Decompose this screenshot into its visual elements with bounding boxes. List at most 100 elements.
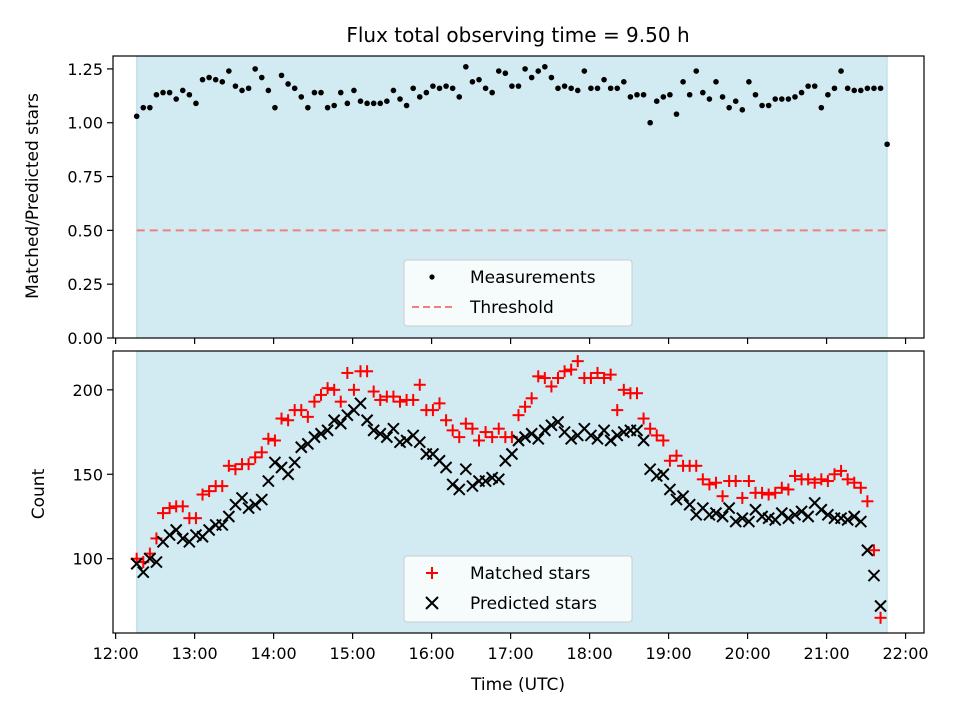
matched-star-point [736,491,749,504]
matched-star-point [571,355,584,368]
predicted-star-point [327,414,341,427]
measurement-point [700,89,706,96]
measurement-point [614,85,621,92]
predicted-star-point [584,429,598,442]
predicted-star-point [637,434,650,447]
predicted-star-point [867,569,881,582]
predicted-star-point [722,501,736,515]
measurement-point [226,68,232,74]
predicted-star-point [446,478,459,491]
measurement-point [634,91,640,98]
matched-star-point [558,365,571,378]
measurement-point [561,83,568,89]
top-legend: Measurements Threshold [403,259,633,327]
predicted-star-point [518,430,532,444]
measurement-point [311,89,318,96]
measurement-point [206,74,212,81]
predicted-star-point [545,419,558,432]
predicted-star-point [314,427,328,440]
matched-star-point [815,473,828,486]
x-tick-label: 16:00 [409,644,455,663]
matched-star-point [874,611,887,624]
bottom-y-ticks: 100 150 200 [72,381,113,569]
measurement-point [212,76,219,83]
matched-star-point [328,383,341,396]
matched-star-point [762,488,775,501]
measurement-point [574,87,581,94]
predicted-star-point [657,468,670,481]
predicted-star-point [163,528,176,542]
predicted-star-point [512,434,525,447]
measurement-point [535,68,542,74]
matched-star-point [216,480,229,493]
predicted-star-point [242,501,255,515]
measurement-point [324,104,331,111]
measurement-point [844,85,851,92]
measurement-point [640,91,647,98]
matched-star-point [466,422,479,435]
measurement-point [660,94,667,100]
matched-star-point [315,388,328,401]
measurement-point [153,91,160,98]
predicted-star-point [202,523,216,537]
predicted-star-point [268,456,282,469]
measurement-point [726,104,732,111]
measurement-point [542,63,548,70]
matched-star-point [361,365,374,378]
matched-star-point [347,383,360,396]
predicted-star-point [459,462,473,476]
measurement-point [673,111,680,117]
measurement-point [449,85,456,92]
measurement-point [265,87,272,94]
measurement-point [647,119,653,126]
measurement-point [258,74,265,81]
top-y-tick-label: 0.00 [67,329,103,348]
predicted-star-point [611,429,624,442]
measurement-point [291,85,298,92]
matched-star-point [769,486,782,499]
top-y-tick-label: 0.75 [67,168,103,187]
predicted-star-point [532,432,545,446]
measurement-point [364,100,370,107]
matched-star-point [584,372,597,385]
matched-star-point [308,395,321,408]
measurement-point [739,107,746,113]
matched-star-point [808,476,821,489]
matched-star-point [848,476,861,489]
matched-star-point [262,432,275,445]
matched-star-point [709,476,722,489]
matched-star-point [690,459,703,472]
matched-star-point [255,446,268,459]
bottom-y-axis-label: Count [29,468,49,519]
predicted-star-point [597,424,611,437]
measurement-point [305,104,311,111]
matched-star-point [696,473,709,486]
predicted-star-point [479,474,492,488]
matched-star-point [828,468,841,481]
legend-matched-stars: Matched stars [470,564,590,584]
predicted-star-point [413,435,426,449]
predicted-star-point [321,424,334,437]
matched-star-point [453,431,466,444]
measurement-point [318,89,324,96]
measurement-point [785,96,792,102]
measurement-point [384,98,390,105]
x-tick-label: 12:00 [93,644,139,663]
measurement-point [199,76,206,83]
measurement-point [706,96,713,102]
predicted-star-point [782,511,795,525]
matched-star-point [459,417,472,430]
measurement-point [838,68,844,74]
measurement-point [719,94,726,100]
measurement-point [160,89,166,96]
predicted-star-point [400,434,413,447]
x-tick-label: 13:00 [172,644,218,663]
measurement-point [331,102,337,109]
matched-star-point [440,414,453,427]
measurement-point [713,79,719,85]
bottom-y-tick-label: 100 [72,550,103,569]
measurement-point [732,98,739,105]
predicted-star-point [604,434,617,447]
measurement-point [272,104,278,111]
predicted-star-point [281,468,295,481]
